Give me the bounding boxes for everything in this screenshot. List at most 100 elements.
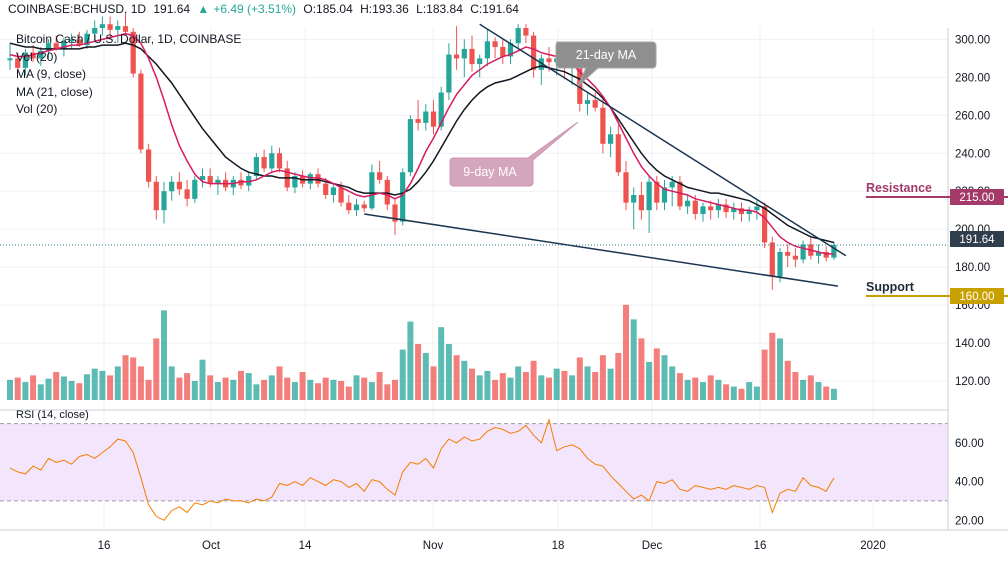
candle xyxy=(723,198,729,218)
candle-body xyxy=(361,204,367,209)
candle xyxy=(762,202,768,249)
candle xyxy=(30,45,36,63)
candle-body xyxy=(146,149,152,182)
rsi-tick-label: 40.00 xyxy=(955,477,984,489)
volume-bar xyxy=(199,359,206,400)
legend-vol2[interactable]: Vol (20) xyxy=(16,102,58,116)
volume-bar xyxy=(800,379,807,400)
candle-body xyxy=(677,181,683,207)
volume-bar xyxy=(184,373,191,400)
candle xyxy=(484,29,490,66)
legend-ma21[interactable]: MA (21, close) xyxy=(16,84,93,99)
volume-bar xyxy=(561,370,568,400)
resistance-price-tag: 215.00 xyxy=(866,189,1008,205)
volume-bar xyxy=(807,375,814,400)
volume-bar xyxy=(37,384,44,400)
resistance-trendline xyxy=(479,23,847,257)
volume-bar xyxy=(168,366,175,400)
candle xyxy=(769,236,775,290)
volume-bar xyxy=(445,344,452,400)
candle-body xyxy=(153,181,159,211)
rsi-band xyxy=(0,423,948,501)
volume-bar xyxy=(130,357,137,400)
candle-body xyxy=(615,134,621,173)
candle-body xyxy=(246,176,252,186)
candle xyxy=(292,172,298,194)
volume-bar xyxy=(53,372,60,400)
candle-body xyxy=(130,31,136,74)
candle-body xyxy=(184,189,190,199)
candle-body xyxy=(330,187,336,196)
volume-bar xyxy=(607,368,614,400)
volume-bar xyxy=(330,379,337,400)
candle xyxy=(469,35,475,72)
candle-body xyxy=(122,26,129,32)
candle-body xyxy=(292,176,298,188)
support-trendline xyxy=(364,213,839,287)
price-tick-label: 140.00 xyxy=(955,338,990,350)
candle xyxy=(253,153,259,180)
volume-bar xyxy=(769,332,776,400)
candle xyxy=(646,176,652,233)
volume-bar xyxy=(284,377,291,400)
volume-bar xyxy=(676,373,683,400)
volume-bar xyxy=(384,384,391,400)
legend-title[interactable]: Bitcoin Cash / U.S. Dollar, 1D, COINBASE xyxy=(16,32,242,46)
candle-body xyxy=(176,181,182,190)
candle-body xyxy=(654,181,660,203)
candle-body xyxy=(731,208,737,213)
legend-ma9[interactable]: MA (9, close) xyxy=(16,67,87,81)
candle xyxy=(122,14,129,36)
candle-body xyxy=(608,134,614,144)
candle xyxy=(84,29,90,49)
candle xyxy=(446,43,452,101)
candle-body xyxy=(438,92,444,127)
candle-body xyxy=(377,172,383,180)
rsi-legend[interactable]: RSI (14, close) xyxy=(16,409,89,421)
volume-bar xyxy=(399,349,406,400)
volume-bar xyxy=(615,352,622,400)
candle-body xyxy=(584,100,591,104)
volume-bar xyxy=(376,372,383,400)
volume-bar xyxy=(484,370,491,400)
time-tick-label: 16 xyxy=(754,540,767,552)
low-value: L:183.84 xyxy=(416,2,463,16)
up-arrow-icon: ▲ xyxy=(197,2,210,16)
candle xyxy=(815,244,822,264)
volume-bar xyxy=(276,366,283,400)
volume-bar xyxy=(730,386,737,400)
candle-body xyxy=(762,206,768,243)
candle xyxy=(631,187,637,230)
candle xyxy=(261,149,267,173)
candle-body xyxy=(69,39,75,42)
candle xyxy=(461,39,467,78)
volume-bar xyxy=(630,319,637,400)
legend-vol[interactable]: Vol (20) xyxy=(16,49,58,64)
volume-bar xyxy=(476,375,483,400)
candle-body xyxy=(754,206,760,211)
candle-body xyxy=(685,200,691,207)
candle xyxy=(115,20,121,44)
volume-bar xyxy=(238,370,244,400)
candle-body xyxy=(76,39,82,46)
candle-body xyxy=(700,206,706,214)
candle-body xyxy=(484,41,490,59)
candle-body xyxy=(715,204,721,211)
candle xyxy=(169,176,175,201)
volume-bar xyxy=(253,384,260,400)
volume-bar xyxy=(261,379,268,400)
volume-bar xyxy=(30,375,37,400)
last-price-tag-bg xyxy=(950,231,1004,247)
candle-body xyxy=(99,24,105,28)
candle xyxy=(415,100,421,131)
volume-bar xyxy=(222,377,229,400)
candle-body xyxy=(515,28,521,44)
volume-bar xyxy=(438,327,445,400)
volume-bar xyxy=(823,386,830,400)
volume-bar xyxy=(161,310,167,400)
candle xyxy=(538,54,544,85)
volume-bar xyxy=(353,375,360,400)
volume-bar xyxy=(700,382,706,400)
volume-bar xyxy=(684,379,691,400)
